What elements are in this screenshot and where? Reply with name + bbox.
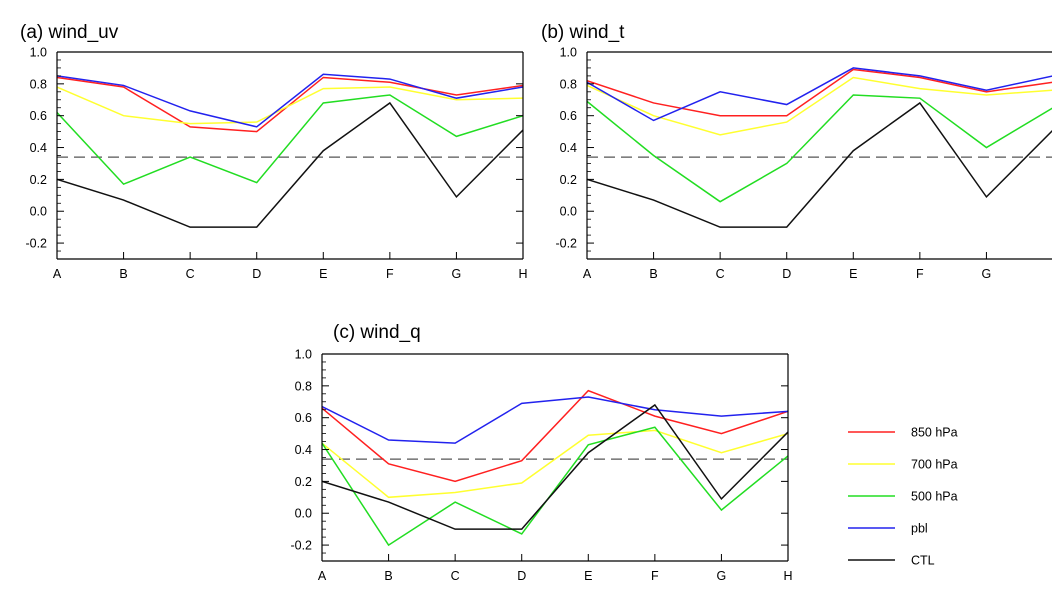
x-tick-label: C — [716, 267, 725, 281]
y-tick-label: 0.4 — [295, 443, 312, 457]
series-line-500-hpa — [57, 94, 523, 186]
series-line-700-hpa — [587, 76, 1052, 136]
x-tick-label: B — [649, 267, 657, 281]
y-tick-label: 0.0 — [30, 205, 47, 219]
y-tick-label: 1.0 — [560, 46, 577, 60]
panel-wind-uv: (a) wind_uv 1.0 0.8 0.6 0.4 0.2 0.0 -0.2 A B C D E F… — [20, 22, 528, 281]
series-line-ctl — [587, 101, 1052, 228]
legend-label: 500 hPa — [911, 490, 958, 504]
y-tick-label: 0.2 — [295, 475, 312, 489]
x-tick-label: E — [319, 267, 327, 281]
legend-label: CTL — [911, 554, 935, 568]
series-line-pbl — [57, 73, 523, 128]
x-tick-label: D — [252, 267, 261, 281]
legend: 850 hPa 700 hPa 500 hPa pbl CTL — [848, 426, 958, 568]
legend-label: 850 hPa — [911, 426, 958, 440]
panel-wind-t: (b) wind_t 1.0 0.8 0.6 0.4 0.2 0.0 -0.2 A B C D E F G — [541, 22, 1052, 281]
panel-title: (b) wind_t — [541, 22, 625, 43]
y-tick-label: 1.0 — [30, 46, 47, 60]
x-tick-label: F — [651, 569, 659, 583]
x-tick-label: H — [783, 569, 792, 583]
y-tick-label: 0.8 — [295, 379, 312, 393]
y-tick-label: 0.2 — [30, 173, 47, 187]
x-tick-label: G — [452, 267, 462, 281]
series-line-500-hpa — [587, 94, 1052, 203]
x-tick-label: F — [386, 267, 394, 281]
series-line-500-hpa — [322, 426, 788, 547]
x-tick-label: A — [53, 267, 62, 281]
y-tick-label: -0.2 — [555, 237, 577, 251]
x-tick-label: F — [916, 267, 924, 281]
x-tick-label: E — [584, 569, 592, 583]
y-tick-label: -0.2 — [25, 237, 47, 251]
x-tick-label: B — [119, 267, 127, 281]
x-tick-label: H — [518, 267, 527, 281]
y-tick-label: 0.4 — [30, 141, 47, 155]
y-tick-label: 0.6 — [560, 109, 577, 123]
y-tick-label: 0.2 — [560, 173, 577, 187]
series-line-ctl — [322, 403, 788, 530]
panel-title: (c) wind_q — [333, 322, 421, 343]
x-tick-label: A — [318, 569, 327, 583]
legend-label: pbl — [911, 522, 928, 536]
series-line-ctl — [57, 101, 523, 228]
x-tick-label: A — [583, 267, 592, 281]
series-line-700-hpa — [322, 429, 788, 499]
series-line-pbl — [322, 396, 788, 444]
y-tick-label: 0.8 — [30, 77, 47, 91]
x-tick-label: E — [849, 267, 857, 281]
x-tick-label: D — [517, 569, 526, 583]
y-tick-label: 0.4 — [560, 141, 577, 155]
series-line-850-hpa — [587, 68, 1052, 117]
y-tick-label: 0.0 — [295, 507, 312, 521]
y-tick-label: 0.8 — [560, 77, 577, 91]
x-tick-label: G — [982, 267, 992, 281]
x-tick-label: C — [451, 569, 460, 583]
x-tick-label: C — [186, 267, 195, 281]
series-line-700-hpa — [57, 86, 523, 125]
x-tick-label: B — [384, 569, 392, 583]
x-tick-label: D — [782, 267, 791, 281]
legend-label: 700 hPa — [911, 458, 958, 472]
x-tick-label: G — [717, 569, 727, 583]
panel-title: (a) wind_uv — [20, 22, 119, 43]
y-tick-label: 1.0 — [295, 348, 312, 362]
panel-wind-q: (c) wind_q 1.0 0.8 0.6 0.4 0.2 0.0 -0.2 A B C D E F G… — [290, 322, 792, 583]
series-line-pbl — [587, 67, 1052, 122]
series-line-850-hpa — [322, 389, 788, 483]
y-tick-label: 0.6 — [30, 109, 47, 123]
y-tick-label: 0.6 — [295, 411, 312, 425]
y-tick-label: -0.2 — [290, 539, 312, 553]
y-tick-label: 0.0 — [560, 205, 577, 219]
